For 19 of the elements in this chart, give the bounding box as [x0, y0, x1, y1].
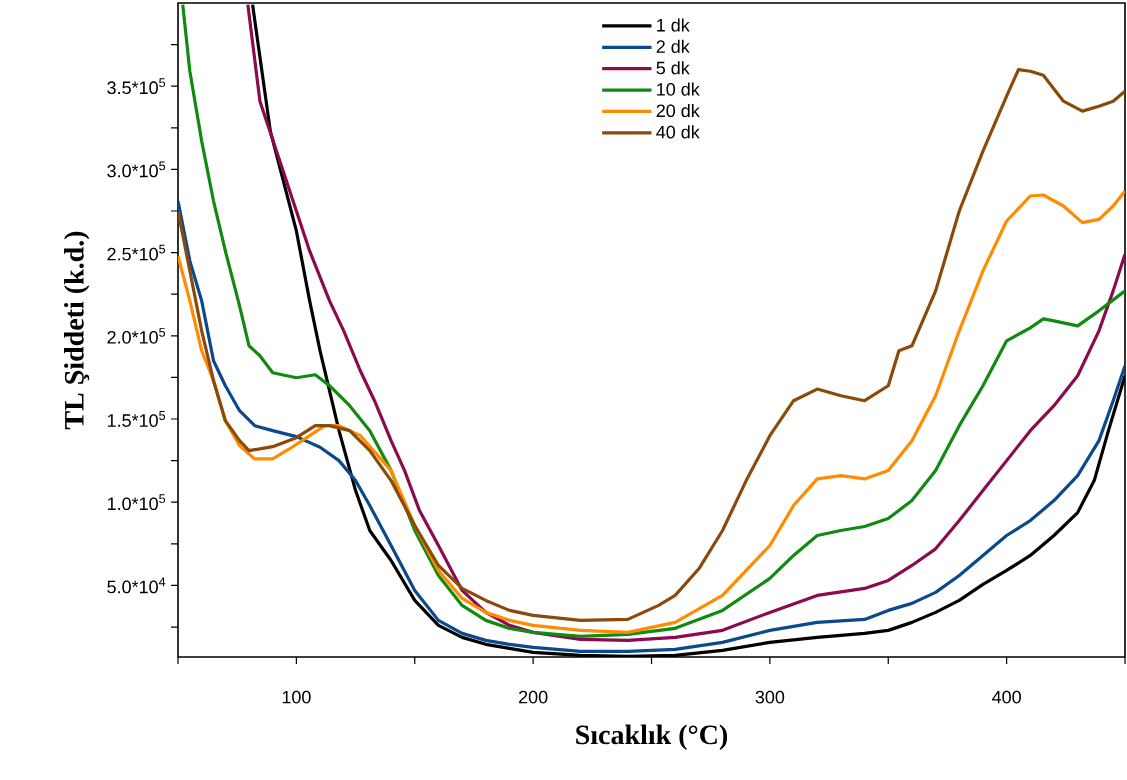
legend-label: 20 dk: [656, 103, 700, 118]
y-tick-label: 5.0*10$^{4}$: [107, 577, 166, 594]
x-tick-label: 300: [755, 690, 785, 704]
y-tick-label: 3.5*10$^{5}$: [107, 78, 166, 95]
x-tick-label: 400: [992, 690, 1021, 704]
x-tick-label: 100: [282, 690, 311, 704]
legend-label: 5 dk: [656, 61, 690, 75]
y-tick-label: 1.5*10$^{5}$: [107, 411, 166, 427]
y-axis-title: TL Şiddeti (k.d.): [64, 231, 90, 430]
legend-label: 2 dk: [656, 39, 690, 53]
y-tick-label: 3.0*10$^{5}$: [107, 161, 166, 178]
x-axis-title: Sıcaklık (°C): [576, 724, 728, 750]
y-tick-label: 1.0*10$^{5}$: [107, 494, 166, 511]
x-tick-label: 200: [519, 690, 548, 704]
legend-label: 40 dk: [656, 125, 700, 139]
legend-label: 1 dk: [657, 18, 690, 32]
y-tick-label: 2.5*10$^{5}$: [107, 244, 166, 261]
legend-label: 10 dk: [657, 82, 700, 96]
y-tick-label: 2.0*10$^{5}$: [107, 327, 166, 344]
